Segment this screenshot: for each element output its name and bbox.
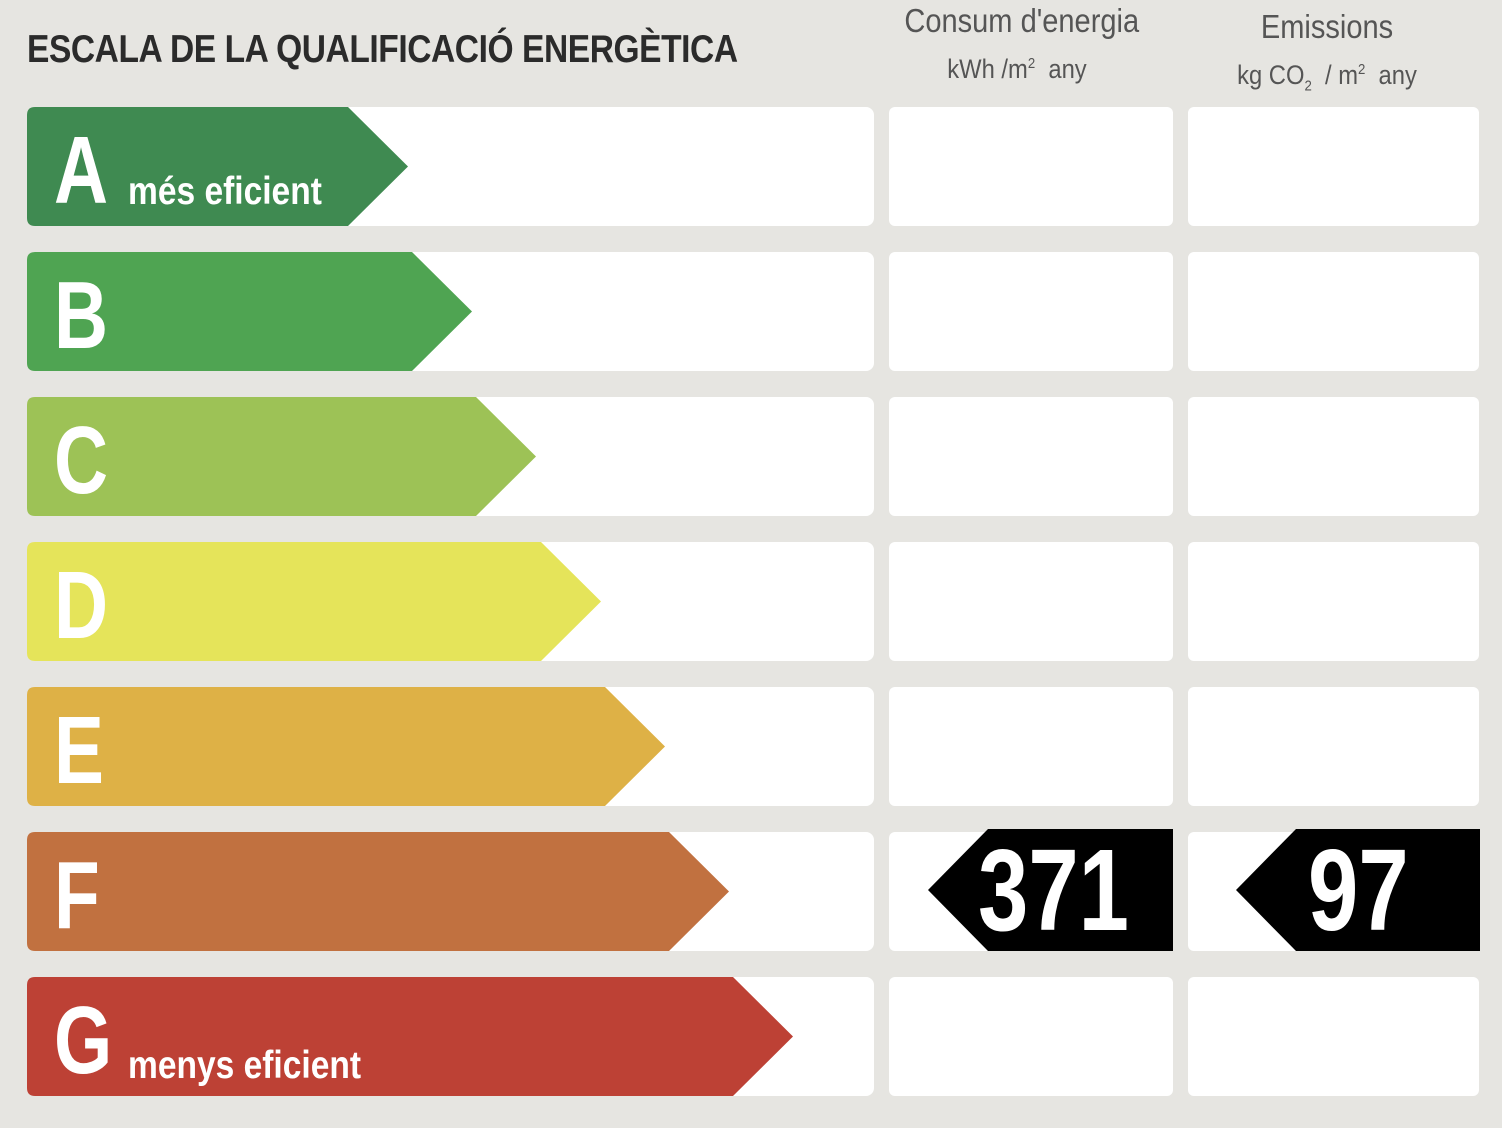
emissions-unit-post: any <box>1378 60 1417 90</box>
energy-value: 371 <box>978 825 1129 955</box>
emissions-cell-e <box>1188 687 1479 806</box>
rating-arrow-d <box>27 542 601 661</box>
emissions-unit-pre: kg CO <box>1237 60 1305 90</box>
rating-label-a: més eficient <box>128 170 322 213</box>
emissions-cell-c <box>1188 397 1479 516</box>
rating-arrow-c <box>27 397 536 516</box>
energy-cell-d <box>889 542 1173 661</box>
rating-label-g: menys eficient <box>128 1044 362 1087</box>
rating-letter-d: D <box>54 552 109 659</box>
energy-unit-pre: kWh /m <box>947 54 1028 84</box>
energy-column-unit: kWh /m2 any <box>904 54 1129 85</box>
energy-cell-g <box>889 977 1173 1096</box>
emissions-unit-sup: 2 <box>1358 61 1366 78</box>
energy-column-header: Consum d'energia kWh /m2 any <box>889 2 1145 85</box>
emissions-unit-sub: 2 <box>1304 77 1312 95</box>
energy-unit-post: any <box>1048 54 1087 84</box>
emissions-cell-b <box>1188 252 1479 371</box>
energy-cell-a <box>889 107 1173 226</box>
energy-cell-e <box>889 687 1173 806</box>
rating-letter-c: C <box>54 407 109 514</box>
emissions-column-label: Emissions <box>1260 8 1394 45</box>
rating-arrow-g <box>27 977 793 1096</box>
emissions-column-header: Emissions kg CO2 / m2 any <box>1200 8 1454 94</box>
energy-column-label: Consum d'energia <box>904 2 1140 39</box>
energy-cell-c <box>889 397 1173 516</box>
rating-letter-e: E <box>54 697 104 804</box>
emissions-cell-d <box>1188 542 1479 661</box>
rating-letter-b: B <box>54 262 109 369</box>
rating-letter-g: G <box>54 987 113 1094</box>
rating-letter-a: A <box>54 117 109 224</box>
rating-arrow-b <box>27 252 472 371</box>
emissions-cell-a <box>1188 107 1479 226</box>
energy-cell-b <box>889 252 1173 371</box>
emissions-column-unit: kg CO2 / m2 any <box>1215 60 1439 94</box>
rating-arrow-e <box>27 687 665 806</box>
emissions-value: 97 <box>1308 825 1409 955</box>
energy-unit-sup: 2 <box>1027 55 1036 72</box>
rating-arrow-a <box>27 107 408 226</box>
energy-value-marker <box>928 829 1173 951</box>
emissions-value-marker <box>1236 829 1480 951</box>
rating-letter-f: F <box>54 842 100 949</box>
page-title: ESCALA DE LA QUALIFICACIÓ ENERGÈTICA <box>27 28 738 71</box>
emissions-cell-g <box>1188 977 1479 1096</box>
emissions-unit-mid: / m <box>1325 60 1359 90</box>
rating-arrow-f <box>27 832 729 951</box>
